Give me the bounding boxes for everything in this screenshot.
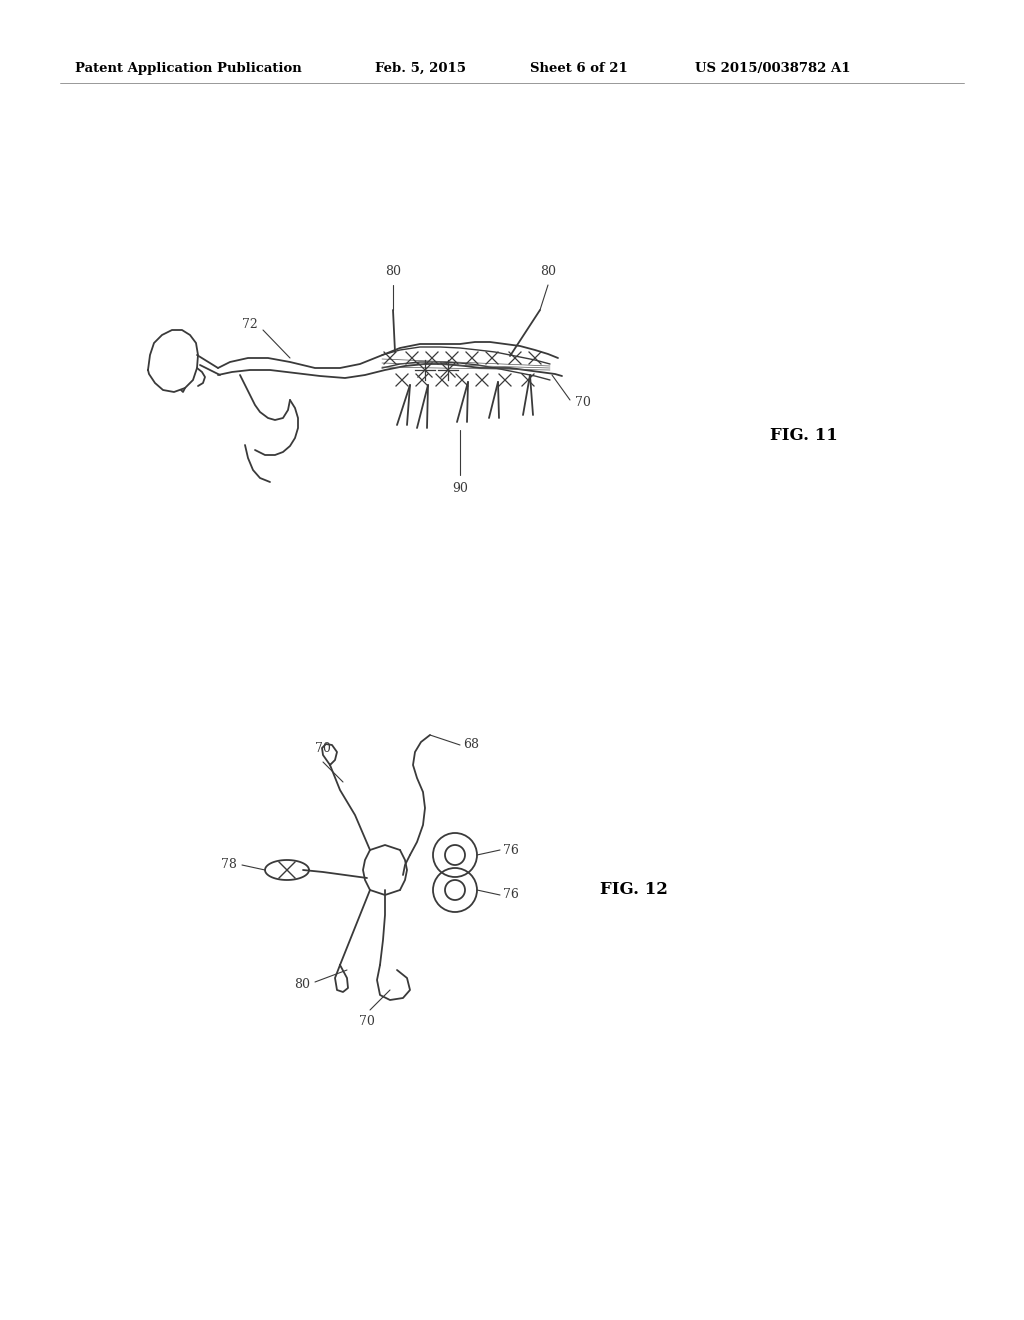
- Text: 80: 80: [385, 265, 401, 279]
- Text: 76: 76: [503, 888, 519, 902]
- Text: Feb. 5, 2015: Feb. 5, 2015: [375, 62, 466, 75]
- Text: 90: 90: [452, 482, 468, 495]
- Text: 80: 80: [294, 978, 310, 991]
- Text: FIG. 12: FIG. 12: [600, 882, 668, 899]
- Text: 70: 70: [575, 396, 591, 409]
- Text: Patent Application Publication: Patent Application Publication: [75, 62, 302, 75]
- Text: 72: 72: [243, 318, 258, 331]
- Text: 76: 76: [503, 843, 519, 857]
- Text: 68: 68: [463, 738, 479, 751]
- Text: 70: 70: [315, 742, 331, 755]
- Text: 80: 80: [540, 265, 556, 279]
- Text: 78: 78: [221, 858, 237, 871]
- Text: FIG. 11: FIG. 11: [770, 426, 838, 444]
- Text: US 2015/0038782 A1: US 2015/0038782 A1: [695, 62, 851, 75]
- Text: 70: 70: [359, 1015, 375, 1028]
- Text: Sheet 6 of 21: Sheet 6 of 21: [530, 62, 628, 75]
